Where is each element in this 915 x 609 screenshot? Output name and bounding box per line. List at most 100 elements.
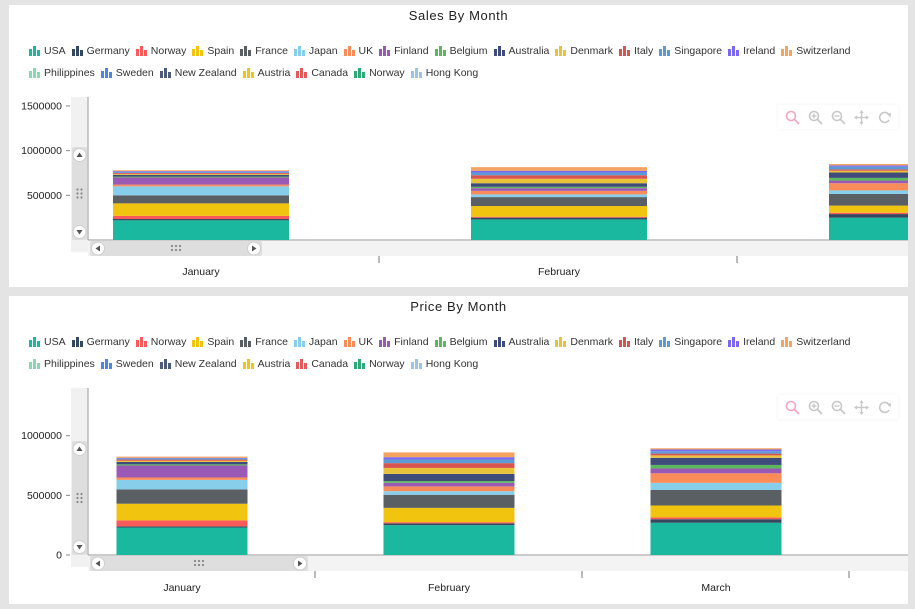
bar-norway-march[interactable] <box>650 517 782 520</box>
legend-item-austria[interactable]: Austria <box>242 356 290 371</box>
zoom-in-icon[interactable] <box>805 107 825 127</box>
bar-ireland-february[interactable] <box>383 457 515 460</box>
bar-germany-february[interactable] <box>383 523 515 526</box>
legend-item-finland[interactable]: Finland <box>379 43 429 58</box>
bar-finland-january[interactable] <box>113 177 289 185</box>
bar-singapore-january[interactable] <box>113 172 289 173</box>
legend-item-uk[interactable]: UK <box>343 43 373 58</box>
bar-usa-february[interactable] <box>383 525 515 555</box>
legend-item-denmark[interactable]: Denmark <box>555 334 613 349</box>
bar-denmark-january[interactable] <box>113 173 289 175</box>
bar-germany-february[interactable] <box>471 217 647 220</box>
bar-italy-february[interactable] <box>383 463 515 468</box>
legend-item-germany[interactable]: Germany <box>71 334 130 349</box>
bar-uk-march[interactable] <box>650 473 782 483</box>
legend-item-singapore[interactable]: Singapore <box>659 43 722 58</box>
legend-item-switzerland[interactable]: Switzerland <box>781 334 851 349</box>
bar-japan-february[interactable] <box>383 491 515 495</box>
legend-item-japan[interactable]: Japan <box>293 334 338 349</box>
bar-uk-march[interactable] <box>829 183 908 191</box>
bar-denmark-march[interactable] <box>829 170 908 173</box>
bar-switzerland-february[interactable] <box>383 452 515 458</box>
bar-australia-march[interactable] <box>829 172 908 178</box>
bar-usa-march[interactable] <box>829 217 908 240</box>
legend-item-uk[interactable]: UK <box>343 334 373 349</box>
bar-finland-march[interactable] <box>650 468 782 474</box>
bar-japan-march[interactable] <box>829 190 908 194</box>
bar-singapore-january[interactable] <box>116 458 248 460</box>
zoom-select-icon[interactable] <box>782 397 802 417</box>
legend-item-philippines[interactable]: Philippines <box>29 65 95 80</box>
bar-switzerland-january[interactable] <box>113 170 289 172</box>
bar-usa-february[interactable] <box>471 219 647 240</box>
legend-item-new-zealand[interactable]: New Zealand <box>159 356 237 371</box>
x-scrollbar-thumb[interactable] <box>90 556 308 571</box>
bar-germany-march[interactable] <box>829 214 908 218</box>
bar-finland-march[interactable] <box>829 180 908 184</box>
bar-australia-february[interactable] <box>471 183 647 187</box>
bar-france-march[interactable] <box>650 489 782 506</box>
bar-australia-january[interactable] <box>113 174 289 177</box>
bar-spain-february[interactable] <box>383 507 515 523</box>
bar-finland-february[interactable] <box>471 188 647 191</box>
legend-item-belgium[interactable]: Belgium <box>434 334 488 349</box>
bar-switzerland-february[interactable] <box>471 167 647 171</box>
bar-france-february[interactable] <box>383 494 515 508</box>
bar-belgium-february[interactable] <box>383 481 515 483</box>
legend-item-canada[interactable]: Canada <box>296 65 348 80</box>
bar-switzerland-march[interactable] <box>650 448 782 450</box>
y-scrollbar-thumb[interactable] <box>72 441 87 555</box>
bar-germany-march[interactable] <box>650 519 782 523</box>
bar-ireland-february[interactable] <box>471 170 647 173</box>
bar-belgium-january[interactable] <box>113 176 289 178</box>
legend-item-hong-kong[interactable]: Hong Kong <box>410 356 478 371</box>
x-scrollbar-track[interactable] <box>88 241 908 256</box>
bar-uk-january[interactable] <box>116 477 248 480</box>
bar-norway-march[interactable] <box>829 212 908 215</box>
legend-item-france[interactable]: France <box>240 334 288 349</box>
bar-usa-january[interactable] <box>113 220 289 240</box>
zoom-in-icon[interactable] <box>805 397 825 417</box>
bar-denmark-march[interactable] <box>650 455 782 458</box>
bar-france-january[interactable] <box>113 195 289 204</box>
legend-item-norway[interactable]: Norway <box>354 65 405 80</box>
bar-italy-february[interactable] <box>471 175 647 179</box>
legend-item-sweden[interactable]: Sweden <box>100 356 154 371</box>
pan-icon[interactable] <box>851 107 871 127</box>
legend-item-japan[interactable]: Japan <box>293 43 338 58</box>
bar-switzerland-january[interactable] <box>116 456 248 458</box>
bar-singapore-february[interactable] <box>383 459 515 464</box>
bar-ireland-january[interactable] <box>113 171 289 173</box>
legend-item-italy[interactable]: Italy <box>618 334 653 349</box>
legend-item-denmark[interactable]: Denmark <box>555 43 613 58</box>
legend-item-norway[interactable]: Norway <box>135 334 186 349</box>
bar-japan-february[interactable] <box>471 194 647 198</box>
bar-spain-february[interactable] <box>471 206 647 217</box>
legend-item-australia[interactable]: Australia <box>493 334 549 349</box>
legend-item-philippines[interactable]: Philippines <box>29 356 95 371</box>
bar-france-february[interactable] <box>471 197 647 207</box>
bar-denmark-february[interactable] <box>383 467 515 474</box>
bar-belgium-february[interactable] <box>471 186 647 189</box>
bar-spain-january[interactable] <box>116 503 248 521</box>
x-scrollbar-thumb[interactable] <box>90 241 262 256</box>
legend-item-sweden[interactable]: Sweden <box>100 65 154 80</box>
bar-belgium-march[interactable] <box>650 464 782 469</box>
bar-ireland-march[interactable] <box>650 449 782 452</box>
legend-item-france[interactable]: France <box>240 43 288 58</box>
bar-norway-february[interactable] <box>383 522 515 524</box>
bar-japan-january[interactable] <box>116 479 248 490</box>
bar-belgium-january[interactable] <box>116 464 248 466</box>
bar-uk-january[interactable] <box>113 184 289 187</box>
bar-australia-march[interactable] <box>650 457 782 465</box>
bar-spain-march[interactable] <box>650 505 782 518</box>
bar-spain-march[interactable] <box>829 205 908 213</box>
bar-finland-february[interactable] <box>383 482 515 487</box>
zoom-out-icon[interactable] <box>828 107 848 127</box>
bar-italy-march[interactable] <box>650 453 782 456</box>
bar-germany-january[interactable] <box>116 526 248 528</box>
legend-item-spain[interactable]: Spain <box>192 43 234 58</box>
bar-singapore-march[interactable] <box>829 166 908 170</box>
legend-item-norway[interactable]: Norway <box>354 356 405 371</box>
legend-item-canada[interactable]: Canada <box>296 356 348 371</box>
